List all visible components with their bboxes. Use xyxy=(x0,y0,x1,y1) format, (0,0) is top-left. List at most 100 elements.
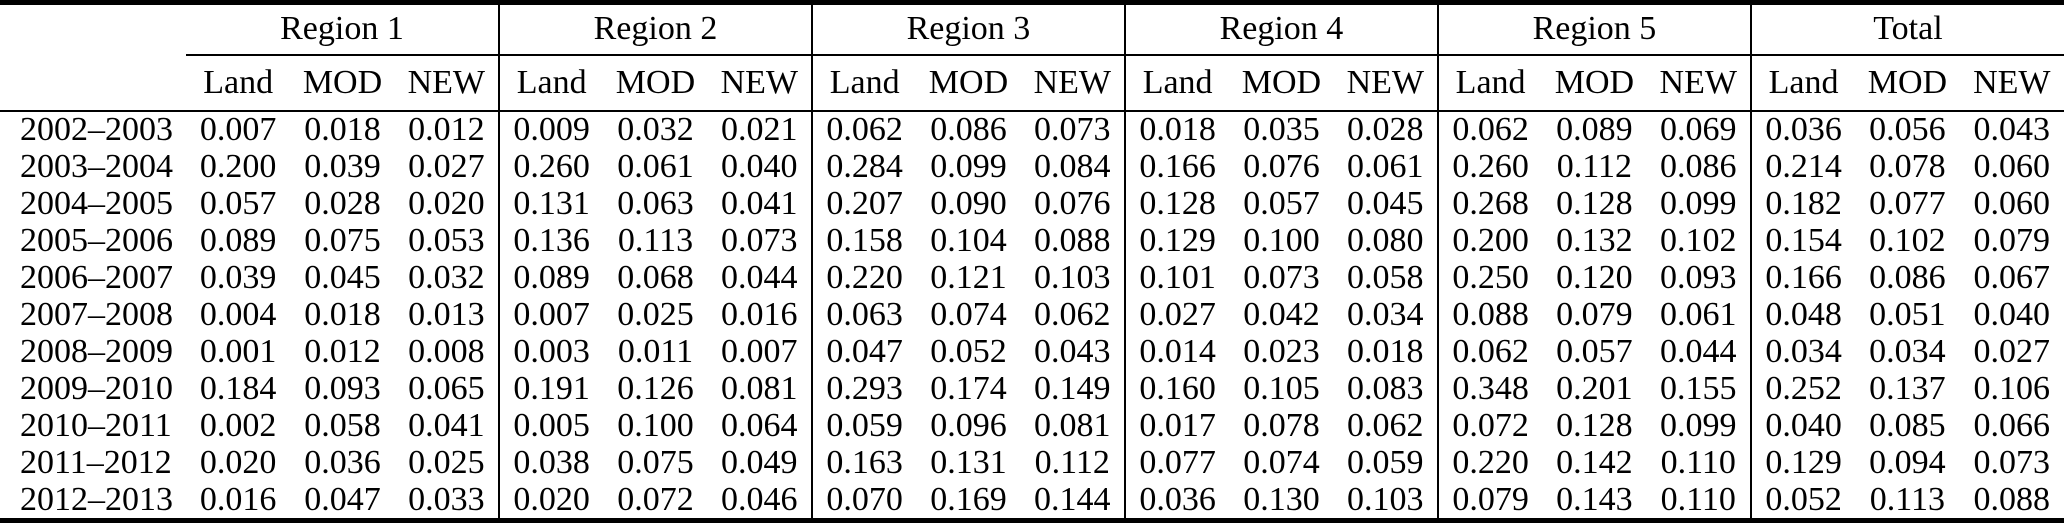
data-cell: 0.073 xyxy=(1034,111,1111,149)
data-cell: 0.018 xyxy=(1123,110,1230,149)
data-cell: 0.043 xyxy=(1973,111,2051,149)
table-row: 2003–2004 0.200 0.039 0.027 0.260 0.061 0.040 0… xyxy=(0,148,2064,186)
table-row: 2002–2003 0.007 0.018 0.012 0.009 0.032 0.021 0… xyxy=(0,110,2064,149)
data-cell: 0.028 xyxy=(1347,111,1424,149)
data-cell: 0.099 xyxy=(930,148,1007,186)
data-cell: 0.058 xyxy=(1347,258,1424,296)
data-cell: 0.062 xyxy=(810,110,917,149)
data-cell: 0.001 xyxy=(199,332,277,370)
data-cell: 0.039 xyxy=(304,148,381,186)
data-cell: 0.046 xyxy=(721,480,798,518)
data-cell: 0.102 xyxy=(1869,221,1946,259)
data-cell: 0.014 xyxy=(1123,333,1230,371)
data-cell: 0.025 xyxy=(617,295,694,333)
data-cell: 0.036 xyxy=(1123,480,1230,521)
data-cell: 0.017 xyxy=(1123,407,1230,444)
column-header-region-5-new: NEW xyxy=(1646,54,1751,112)
data-cell: 0.201 xyxy=(1556,369,1633,407)
data-cell: 0.207 xyxy=(810,185,917,223)
data-cell: 0.035 xyxy=(1243,111,1320,149)
data-cell: 0.200 xyxy=(199,148,277,186)
data-cell: 0.079 xyxy=(1556,295,1633,333)
row-period: 2009–2010 xyxy=(20,369,173,407)
data-cell: 0.007 xyxy=(199,111,277,149)
data-cell: 0.089 xyxy=(497,259,604,297)
data-cell: 0.129 xyxy=(1749,443,1856,481)
data-cell: 0.064 xyxy=(721,406,798,444)
data-cell: 0.045 xyxy=(1347,185,1424,223)
data-cell: 0.128 xyxy=(1556,185,1633,223)
column-header-region-3-new: NEW xyxy=(1020,54,1125,112)
data-cell: 0.184 xyxy=(199,369,277,407)
data-cell: 0.105 xyxy=(1243,369,1320,407)
data-cell: 0.169 xyxy=(930,480,1007,518)
table-row: 2010–2011 0.002 0.058 0.041 0.005 0.100 0.064 0… xyxy=(0,407,2064,444)
row-period: 2004–2005 xyxy=(20,185,173,223)
data-cell: 0.057 xyxy=(1243,185,1320,223)
table-row: 2004–2005 0.057 0.028 0.020 0.131 0.063 0.041 0… xyxy=(0,185,2064,223)
data-cell: 0.293 xyxy=(810,370,917,408)
data-cell: 0.096 xyxy=(930,406,1007,444)
data-cell: 0.112 xyxy=(1556,148,1633,186)
data-cell: 0.052 xyxy=(1749,480,1856,521)
table-row: 2005–2006 0.089 0.075 0.053 0.136 0.113 0.073 0… xyxy=(0,221,2064,260)
data-cell: 0.078 xyxy=(1243,406,1320,444)
data-cell: 0.268 xyxy=(1436,185,1543,223)
table-header: Region 1 Region 2 Region 3 Region 4 Region 5… xyxy=(0,2,2064,112)
data-cell: 0.051 xyxy=(1869,295,1946,333)
data-cell: 0.200 xyxy=(1436,222,1543,260)
data-cell: 0.081 xyxy=(721,369,798,407)
data-cell: 0.120 xyxy=(1556,258,1633,296)
data-cell: 0.166 xyxy=(1749,259,1856,297)
data-cell: 0.056 xyxy=(1869,111,1946,149)
data-cell: 0.088 xyxy=(1436,296,1543,334)
data-cell: 0.128 xyxy=(1123,185,1230,223)
data-cell: 0.142 xyxy=(1556,443,1633,481)
data-cell: 0.007 xyxy=(497,296,604,334)
data-cell: 0.025 xyxy=(408,443,485,481)
table-row: 2009–2010 0.184 0.093 0.065 0.191 0.126 0.081 0… xyxy=(0,369,2064,408)
data-cell: 0.128 xyxy=(1556,406,1633,444)
data-cell: 0.093 xyxy=(304,369,381,407)
data-cell: 0.036 xyxy=(1749,110,1856,149)
data-cell: 0.086 xyxy=(1869,258,1946,296)
data-cell: 0.062 xyxy=(1436,110,1543,149)
group-header-total: Total xyxy=(1749,2,2064,56)
column-header-region-1-new: NEW xyxy=(394,54,499,112)
data-cell: 0.018 xyxy=(304,111,381,149)
table-row: 2008–2009 0.001 0.012 0.008 0.003 0.011 0.007 0… xyxy=(0,332,2064,371)
data-cell: 0.089 xyxy=(1556,111,1633,149)
data-cell: 0.260 xyxy=(497,148,604,186)
data-cell: 0.016 xyxy=(199,480,277,518)
data-cell: 0.063 xyxy=(617,185,694,223)
data-cell: 0.113 xyxy=(1869,480,1946,518)
data-cell: 0.110 xyxy=(1660,480,1736,518)
data-cell: 0.062 xyxy=(1436,333,1543,371)
data-cell: 0.220 xyxy=(1436,443,1543,481)
column-header-total-land: Land xyxy=(1749,54,1856,112)
data-cell: 0.052 xyxy=(930,332,1007,370)
group-header-region-3: Region 3 xyxy=(810,2,1125,56)
data-cell: 0.163 xyxy=(810,443,917,481)
data-cell: 0.100 xyxy=(617,406,694,444)
data-cell: 0.131 xyxy=(930,443,1007,481)
data-cell: 0.028 xyxy=(304,185,381,223)
data-cell: 0.137 xyxy=(1869,369,1946,407)
data-cell: 0.103 xyxy=(1347,480,1424,518)
data-cell: 0.110 xyxy=(1660,443,1736,481)
data-cell: 0.129 xyxy=(1123,222,1230,260)
row-period: 2002–2003 xyxy=(20,111,173,149)
data-cell: 0.112 xyxy=(1034,443,1110,481)
data-cell: 0.103 xyxy=(1034,258,1111,296)
data-cell: 0.081 xyxy=(1034,406,1111,444)
data-cell: 0.069 xyxy=(1660,111,1737,149)
data-cell: 0.012 xyxy=(304,332,381,370)
data-cell: 0.136 xyxy=(497,222,604,260)
data-cell: 0.062 xyxy=(1347,406,1424,444)
data-cell: 0.034 xyxy=(1869,332,1946,370)
data-cell: 0.076 xyxy=(1034,185,1111,223)
data-cell: 0.007 xyxy=(721,332,798,370)
data-cell: 0.027 xyxy=(1123,296,1230,334)
corner-cell-2 xyxy=(0,54,186,112)
